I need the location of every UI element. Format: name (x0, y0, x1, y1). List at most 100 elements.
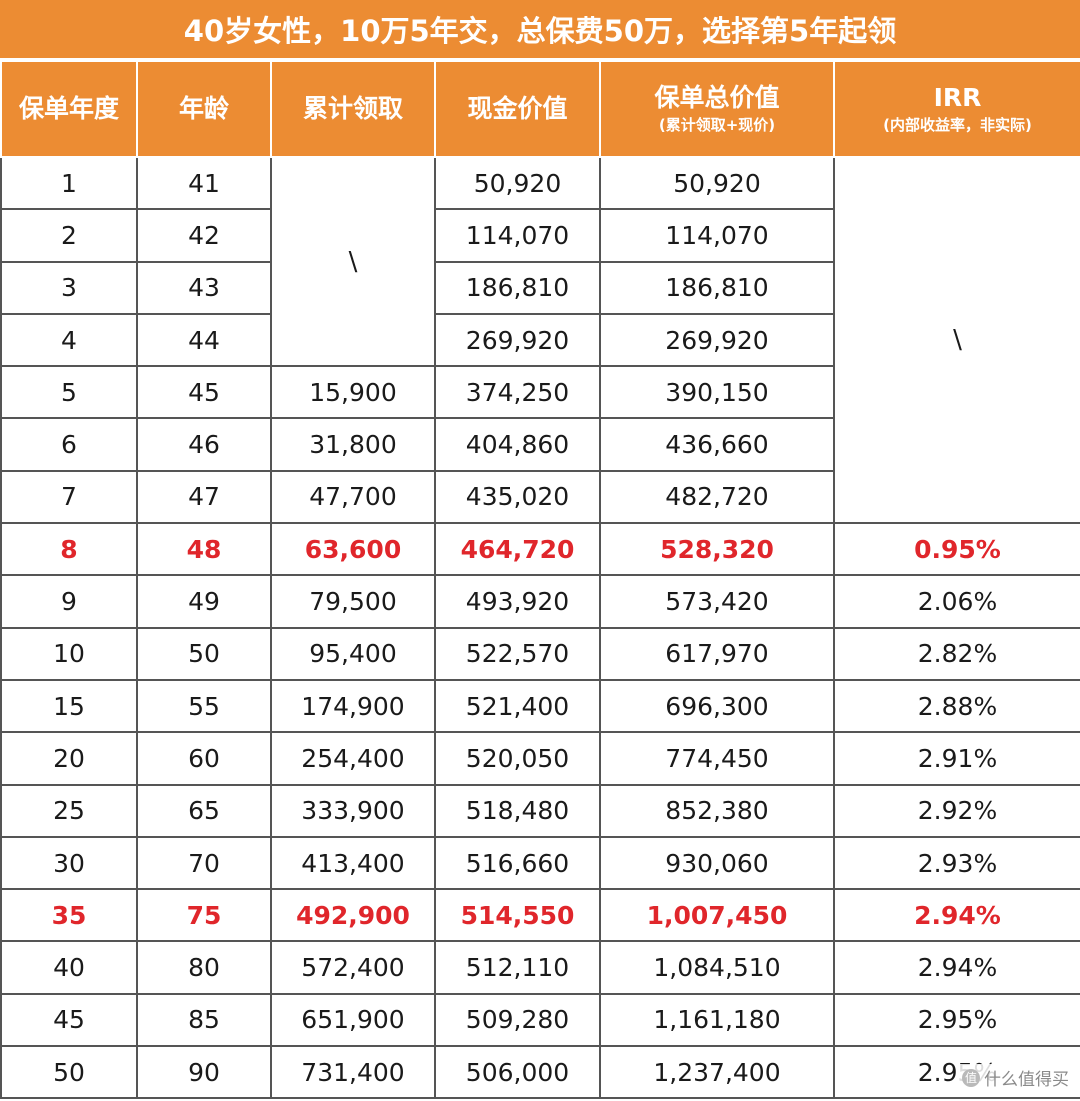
cell-cash-value: 521,400 (434, 678, 601, 734)
cell-age: 43 (136, 260, 272, 315)
cell-total-policy-value: 573,420 (599, 574, 835, 629)
table-row: 4 44 269,920 269,920 (0, 312, 1080, 368)
cell-cash-value: 435,020 (434, 469, 601, 525)
table-row: 3 43 186,810 186,810 (0, 260, 1080, 315)
cell-policy-year: 25 (0, 783, 138, 838)
cell-cumulative-withdrawal: 731,400 (270, 1045, 436, 1100)
table-row: 20 60 254,400 520,050 774,450 2.91% (0, 731, 1080, 786)
table-row: 6 46 31,800 404,860 436,660 (0, 417, 1080, 472)
cell-age: 46 (136, 417, 272, 472)
cell-age: 47 (136, 469, 272, 525)
watermark-text: 什么值得买 (984, 1070, 1069, 1090)
cell-cash-value: 404,860 (434, 417, 601, 472)
cell-cash-value: 50,920 (434, 155, 601, 211)
header-row: 保单年度 年龄 累计领取 现金价值 保单总价值 (累计领取+现价) IRR (内部收… (0, 60, 1080, 158)
cell-cumulative-withdrawal: 31,800 (270, 417, 436, 472)
cell-cumulative-withdrawal: 413,400 (270, 835, 436, 891)
cell-irr: 2.82% (833, 626, 1080, 681)
cell-total-policy-value: 696,300 (599, 678, 835, 734)
cell-total-policy-value: 186,810 (599, 260, 835, 315)
cell-policy-year: 8 (0, 522, 138, 577)
cell-age: 60 (136, 731, 272, 786)
cell-policy-year: 6 (0, 417, 138, 472)
cell-policy-year: 35 (0, 888, 138, 943)
table-row: 35 75 492,900 514,550 1,007,450 2.94% (0, 888, 1080, 943)
cell-cumulative-withdrawal: 95,400 (270, 626, 436, 681)
policy-value-table: 保单年度 年龄 累计领取 现金价值 保单总价值 (累计领取+现价) IRR (内部收… (0, 60, 1080, 1100)
cell-cumulative-withdrawal: 63,600 (270, 522, 436, 577)
header-cash-value: 现金价值 (434, 60, 601, 158)
cell-age: 49 (136, 574, 272, 629)
cell-age: 48 (136, 522, 272, 577)
cell-total-policy-value: 528,320 (599, 522, 835, 577)
cell-total-policy-value: 269,920 (599, 312, 835, 368)
cell-cash-value: 522,570 (434, 626, 601, 681)
table-row: 5 45 15,900 374,250 390,150 (0, 365, 1080, 420)
cell-cumulative-withdrawal: 15,900 (270, 365, 436, 420)
cell-irr: 2.94% (833, 888, 1080, 943)
cell-total-policy-value: 774,450 (599, 731, 835, 786)
cell-total-policy-value: 1,161,180 (599, 992, 835, 1048)
cell-age: 45 (136, 365, 272, 420)
cell-cash-value: 269,920 (434, 312, 601, 368)
cell-age: 65 (136, 783, 272, 838)
cell-cumulative-withdrawal: 492,900 (270, 888, 436, 943)
cell-total-policy-value: 1,007,450 (599, 888, 835, 943)
cell-irr: 2.91% (833, 731, 1080, 786)
table-row: 1 41 \ 50,920 50,920 \ (0, 155, 1080, 525)
cell-cash-value: 514,550 (434, 888, 601, 943)
cell-cash-value: 114,070 (434, 208, 601, 263)
cell-cash-value: 520,050 (434, 731, 601, 786)
table-row: 30 70 413,400 516,660 930,060 2.93% (0, 835, 1080, 891)
cell-age: 70 (136, 835, 272, 891)
cell-policy-year: 1 (0, 155, 138, 211)
cell-policy-year: 7 (0, 469, 138, 525)
table-row: 25 65 333,900 518,480 852,380 2.92% (0, 783, 1080, 838)
cell-total-policy-value: 852,380 (599, 783, 835, 838)
cell-cash-value: 516,660 (434, 835, 601, 891)
header-policy-year: 保单年度 (0, 60, 138, 158)
cell-policy-year: 15 (0, 678, 138, 734)
cell-age: 85 (136, 992, 272, 1048)
cell-cash-value: 186,810 (434, 260, 601, 315)
cell-total-policy-value: 1,084,510 (599, 940, 835, 995)
header-cumulative-withdrawal: 累计领取 (270, 60, 436, 158)
table-row: 8 48 63,600 464,720 528,320 0.95% (0, 522, 1080, 577)
cell-total-policy-value: 930,060 (599, 835, 835, 891)
cell-age: 41 (136, 155, 272, 211)
table-row: 10 50 95,400 522,570 617,970 2.82% (0, 626, 1080, 681)
cell-policy-year: 3 (0, 260, 138, 315)
cell-cumulative-withdrawal: 572,400 (270, 940, 436, 995)
watermark: 值 什么值得买 (959, 1064, 1072, 1091)
table-row: 45 85 651,900 509,280 1,161,180 2.95% (0, 992, 1080, 1048)
cell-cash-value: 506,000 (434, 1045, 601, 1100)
cell-policy-year: 2 (0, 208, 138, 263)
cell-age: 55 (136, 678, 272, 734)
cell-cash-value: 512,110 (434, 940, 601, 995)
table-row: 2 42 114,070 114,070 (0, 208, 1080, 263)
cell-policy-year: 50 (0, 1045, 138, 1100)
header-total-policy-value: 保单总价值 (累计领取+现价) (599, 60, 835, 158)
cell-total-policy-value: 617,970 (599, 626, 835, 681)
cell-irr: 0.95% (833, 522, 1080, 577)
cell-cumulative-withdrawal: 79,500 (270, 574, 436, 629)
cell-age: 44 (136, 312, 272, 368)
cell-irr: 2.94% (833, 940, 1080, 995)
cell-irr: 2.92% (833, 783, 1080, 838)
cell-irr: 2.95% (833, 992, 1080, 1048)
cell-age: 42 (136, 208, 272, 263)
cell-age: 75 (136, 888, 272, 943)
table-row: 7 47 47,700 435,020 482,720 (0, 469, 1080, 525)
cell-policy-year: 20 (0, 731, 138, 786)
cell-policy-year: 30 (0, 835, 138, 891)
cell-age: 90 (136, 1045, 272, 1100)
cell-irr: 2.06% (833, 574, 1080, 629)
cell-irr: 2.88% (833, 678, 1080, 734)
cell-total-policy-value: 482,720 (599, 469, 835, 525)
cell-cash-value: 493,920 (434, 574, 601, 629)
cell-total-policy-value: 50,920 (599, 155, 835, 211)
table-row: 9 49 79,500 493,920 573,420 2.06% (0, 574, 1080, 629)
cell-cumulative-withdrawal: 254,400 (270, 731, 436, 786)
table-row: 15 55 174,900 521,400 696,300 2.88% (0, 678, 1080, 734)
cell-policy-year: 5 (0, 365, 138, 420)
